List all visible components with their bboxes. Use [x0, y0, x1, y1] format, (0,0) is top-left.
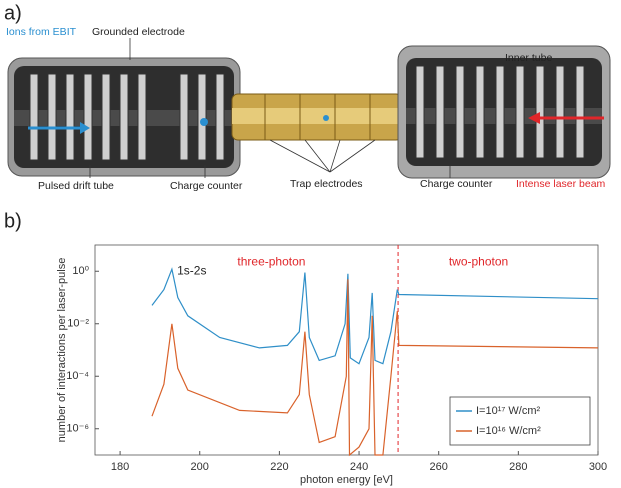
series-line	[151, 279, 599, 457]
y-tick-label: 10⁰	[72, 265, 89, 277]
callout: Pulsed drift tube	[38, 180, 114, 192]
callout: Charge counter	[420, 178, 493, 190]
callout: Grounded electrode	[92, 26, 185, 38]
legend-box	[449, 396, 591, 446]
trap	[231, 93, 403, 141]
series-line	[151, 267, 599, 365]
y-axis-title: number of interactions per laser-pulse	[56, 258, 68, 443]
electrodes-right	[415, 65, 585, 159]
callout: Inner tube	[505, 52, 552, 64]
annotation: 1s-2s	[177, 263, 206, 277]
x-tick-label: 180	[111, 461, 129, 473]
y-tick-label: 10⁻²	[67, 318, 89, 330]
callouts: Ions from EBIT Grounded electrode Inner tu…	[6, 26, 606, 192]
x-tick-label: 280	[509, 461, 527, 473]
y-tick-label: 10⁻⁴	[66, 370, 89, 382]
x-tick-label: 220	[270, 461, 288, 473]
x-tick-label: 260	[430, 461, 448, 473]
annotation: two-photon	[449, 254, 508, 268]
callout: Intense laser beam	[516, 178, 606, 190]
electrodes-left	[29, 73, 225, 161]
leader-lines	[89, 38, 521, 178]
beams	[28, 112, 604, 134]
panel-label: b)	[4, 210, 22, 232]
x-axis-title: photon energy [eV]	[300, 474, 393, 486]
annotation: three-photon	[237, 254, 305, 268]
callout: Trap electrodes	[290, 178, 363, 190]
chart: b) 180 200 220 240 260 280 300 10⁰ 10⁻² 10⁻⁴ 10⁻⁶ ph…	[4, 210, 607, 486]
x-tick-label: 200	[191, 461, 209, 473]
callout: Ions from EBIT	[6, 26, 77, 38]
y-tick-label: 10⁻⁶	[66, 423, 89, 435]
callout: Charge counter	[170, 180, 243, 192]
legend-label: I=10¹⁶ W/cm²	[476, 425, 541, 437]
plot-frame	[94, 244, 599, 456]
x-tick-label: 300	[589, 461, 607, 473]
panel-label: a)	[4, 2, 22, 24]
x-tick-label: 240	[350, 461, 368, 473]
legend-label: I=10¹⁷ W/cm²	[476, 405, 541, 417]
